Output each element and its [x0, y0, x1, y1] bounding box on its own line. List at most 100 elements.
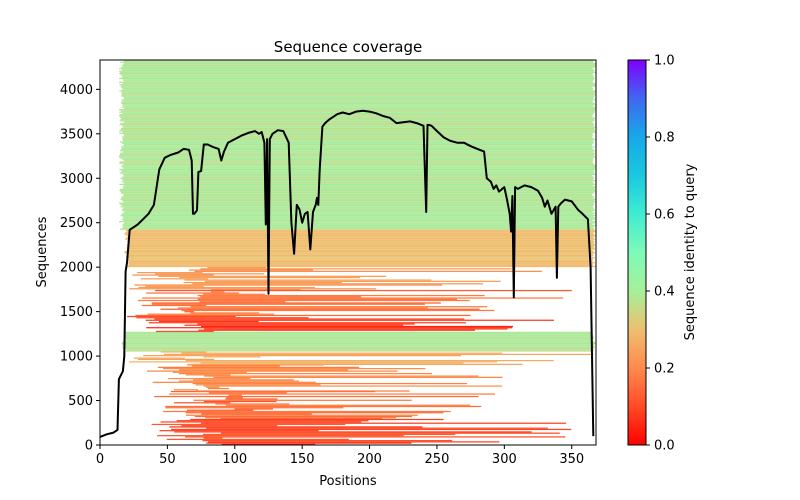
alignment-row	[121, 94, 596, 96]
identity-band	[118, 60, 596, 230]
alignment-row	[122, 347, 594, 350]
alignment-row	[121, 101, 593, 103]
identity-band	[124, 229, 596, 268]
alignment-row	[160, 351, 207, 353]
alignment-row	[123, 217, 596, 219]
alignment-row	[122, 186, 596, 188]
alignment-row	[126, 247, 595, 249]
alignment-row	[127, 239, 594, 242]
alignment-row	[178, 380, 299, 382]
alignment-row	[122, 199, 595, 202]
alignment-row	[129, 260, 593, 263]
alignment-row	[181, 425, 278, 427]
identity-band	[129, 266, 542, 290]
alignment-row	[167, 377, 251, 380]
alignment-row	[121, 66, 595, 69]
alignment-row	[160, 421, 362, 423]
alignment-row	[128, 254, 594, 256]
alignment-row	[124, 252, 596, 254]
alignment-row	[121, 146, 595, 148]
alignment-row	[173, 389, 198, 391]
alignment-row	[119, 130, 595, 132]
alignment-row	[202, 440, 453, 442]
alignment-row	[122, 138, 596, 141]
colorbar-tick: 0.8	[646, 131, 675, 146]
alignment-row	[189, 269, 313, 271]
alignment-row	[158, 275, 387, 277]
alignment-row	[122, 82, 596, 85]
alignment-row	[226, 397, 243, 399]
alignment-row	[121, 148, 594, 151]
alignment-row	[120, 198, 596, 200]
alignment-row	[126, 244, 596, 247]
alignment-row	[122, 151, 594, 153]
alignment-row	[119, 71, 596, 73]
x-tick: 100	[222, 445, 247, 467]
alignment-row	[173, 402, 231, 404]
alignment-row	[205, 280, 501, 282]
y-tick: 1000	[60, 350, 100, 365]
colorbar-tick: 0.2	[646, 362, 675, 377]
alignment-row	[159, 430, 319, 432]
alignment-row	[124, 250, 594, 253]
y-axis-label: Sequences	[35, 216, 50, 287]
alignment-row	[154, 318, 465, 320]
alignment-row	[141, 304, 207, 307]
alignment-row	[221, 443, 316, 445]
alignment-row	[119, 168, 596, 171]
alignment-row	[123, 185, 593, 187]
alignment-row	[124, 331, 593, 333]
alignment-row	[123, 193, 593, 195]
alignment-row	[120, 188, 595, 190]
y-tick: 3500	[60, 127, 100, 142]
alignment-row	[122, 106, 596, 108]
alignment-row	[124, 222, 595, 224]
alignment-row	[119, 132, 593, 134]
alignment-row	[120, 61, 594, 64]
alignment-row	[124, 143, 593, 146]
alignment-row	[121, 166, 596, 168]
alignment-row	[200, 422, 567, 424]
alignment-row	[123, 126, 596, 128]
alignment-row	[206, 442, 412, 444]
x-tick: 0	[96, 445, 104, 467]
alignment-row	[137, 271, 203, 274]
x-tick: 250	[425, 445, 450, 467]
alignment-row	[197, 323, 415, 325]
alignment-row	[185, 359, 554, 362]
alignment-row	[123, 180, 596, 182]
alignment-row	[119, 109, 596, 111]
identity-band	[121, 331, 596, 352]
alignment-row	[123, 63, 596, 65]
alignment-row	[154, 395, 479, 398]
alignment-row	[119, 84, 596, 86]
alignment-row	[220, 432, 560, 434]
alignment-row	[118, 156, 596, 158]
alignment-row	[126, 262, 595, 264]
alignment-row	[204, 375, 479, 377]
alignment-row	[121, 136, 593, 138]
alignment-row	[163, 353, 594, 356]
alignment-row	[122, 187, 595, 189]
colorbar-axis: 0.0 0.2 0.4 0.6 0.8 1.0	[646, 54, 675, 454]
x-axis: 0 50 100 150 200 250 300 350	[96, 445, 584, 467]
alignment-row	[145, 319, 555, 321]
colorbar-tick: 0.6	[646, 208, 675, 223]
x-tick-label: 100	[222, 452, 247, 467]
y-tick: 2500	[60, 216, 100, 231]
alignment-row	[163, 368, 426, 370]
x-tick: 150	[290, 445, 315, 467]
alignment-row	[151, 303, 425, 305]
alignment-row	[203, 356, 261, 358]
alignment-row	[128, 246, 594, 248]
alignment-row	[122, 224, 596, 227]
alignment-row	[172, 371, 247, 373]
alignment-row	[122, 104, 596, 106]
alignment-row	[186, 409, 254, 411]
x-tick-label: 250	[425, 452, 450, 467]
colorbar-tick: 0.4	[646, 285, 675, 300]
alignment-row	[140, 278, 209, 280]
alignment-row	[122, 145, 593, 147]
alignment-row	[119, 172, 595, 174]
alignment-row	[124, 135, 594, 137]
